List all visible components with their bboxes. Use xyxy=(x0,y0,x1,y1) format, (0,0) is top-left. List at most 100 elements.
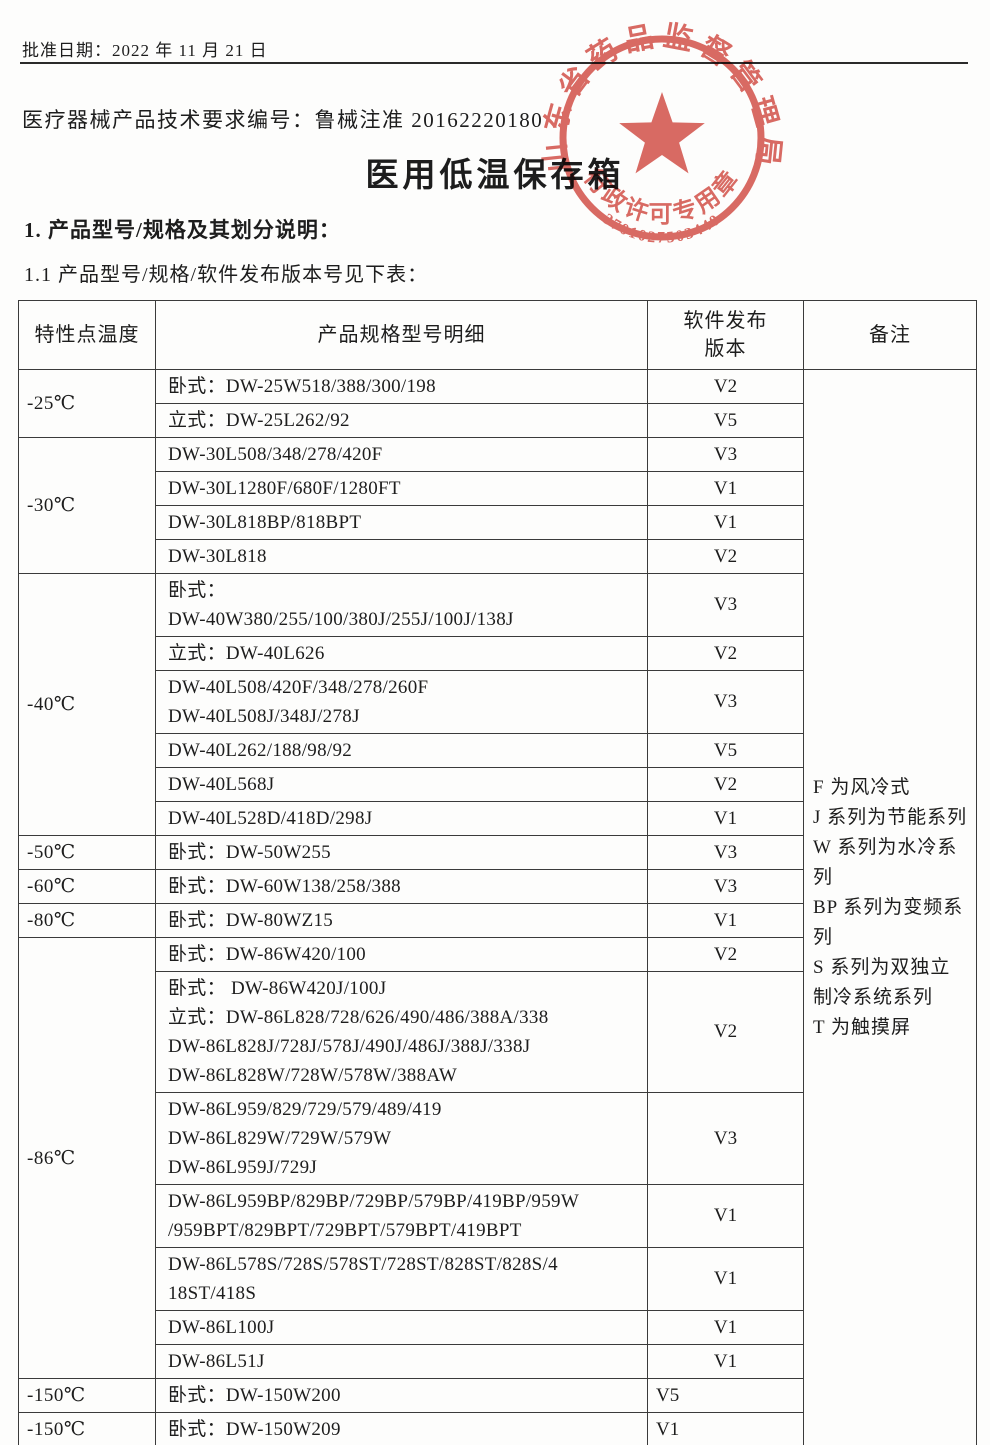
version-cell: V1 xyxy=(647,1412,804,1445)
model-cell: 卧式：DW-25W518/388/300/198 xyxy=(155,369,648,404)
version-cell: V1 xyxy=(647,1184,804,1248)
version-cell: V5 xyxy=(647,733,804,768)
model-line: DW-40L568J xyxy=(168,774,275,795)
model-cell: DW-40L508/420F/348/278/260F DW-40L508J/34… xyxy=(155,670,648,734)
version-cell: V5 xyxy=(647,1378,804,1413)
table-row: DW-86L51J V1 xyxy=(19,1344,977,1379)
model-line: DW-30L508/348/278/420F xyxy=(168,444,383,465)
model-cell: DW-86L959BP/829BP/729BP/579BP/419BP/959W… xyxy=(155,1184,648,1248)
model-line: 卧式： xyxy=(168,580,226,601)
model-cell: DW-30L818BP/818BPT xyxy=(155,505,648,540)
version-cell: V1 xyxy=(647,903,804,938)
model-line: 立式：DW-40L626 xyxy=(168,643,325,664)
remark-line: J 系列为节能系列 xyxy=(813,807,968,828)
model-cell: 立式：DW-25L262/92 xyxy=(155,403,648,438)
table-row: DW-30L1280F/680F/1280FT V1 xyxy=(19,471,977,506)
table-row: DW-86L959BP/829BP/729BP/579BP/419BP/959W… xyxy=(19,1184,977,1248)
table-row: DW-40L508/420F/348/278/260F DW-40L508J/34… xyxy=(19,670,977,734)
temperature-cell: -40℃ xyxy=(18,573,156,836)
approval-date-line: 批准日期：2022 年 11 月 21 日 xyxy=(22,41,268,60)
version-cell: V1 xyxy=(647,1310,804,1345)
header-software-version: 软件发布 版本 xyxy=(647,300,804,370)
table-row: -86℃ 卧式：DW-86W420/100 V2 xyxy=(18,937,977,1379)
version-cell: V1 xyxy=(647,801,804,836)
page-title: 医用低温保存箱 xyxy=(365,158,625,194)
table-row: DW-30L818 V2 xyxy=(19,539,977,574)
model-line: 立式：DW-86L828/728/626/490/486/388A/338 xyxy=(168,1007,549,1028)
version-cell: V2 xyxy=(647,369,804,404)
model-line: DW-40L262/188/98/92 xyxy=(168,740,353,761)
model-cell: DW-86L51J xyxy=(155,1344,648,1379)
version-cell: V1 xyxy=(647,1247,804,1311)
version-cell: V2 xyxy=(647,539,804,574)
table-row: -50℃ 卧式：DW-50W255 V3 xyxy=(18,835,977,870)
version-cell: V3 xyxy=(647,835,804,870)
header-rule xyxy=(20,62,968,64)
temperature-cell: -150℃ xyxy=(18,1378,156,1413)
model-line: DW-86L100J xyxy=(168,1317,275,1338)
model-cell: 卧式： DW-86W420J/100J 立式：DW-86L828/728/626/… xyxy=(155,971,648,1093)
model-line: 卧式：DW-80WZ15 xyxy=(168,910,334,931)
model-cell: DW-30L508/348/278/420F xyxy=(155,437,648,472)
model-line: DW-40L508J/348J/278J xyxy=(168,706,360,727)
remark-line: S 系列为双独立制冷系统系列 xyxy=(813,957,951,1008)
official-seal: 山东省药品监督管理局 行政许可专用章 3701027503440 xyxy=(538,19,779,247)
version-cell: V1 xyxy=(647,505,804,540)
header-model-detail: 产品规格型号明细 xyxy=(155,300,648,370)
table-row: DW-30L818BP/818BPT V1 xyxy=(19,505,977,540)
model-line: DW-40L528D/418D/298J xyxy=(168,808,373,829)
model-line: 18ST/418S xyxy=(168,1283,257,1304)
version-cell: V2 xyxy=(647,767,804,802)
model-line: 卧式：DW-60W138/258/388 xyxy=(168,876,401,897)
section-heading-1: 1. 产品型号/规格及其划分说明： xyxy=(24,218,341,242)
temperature-cell: -60℃ xyxy=(18,869,156,904)
version-cell: V3 xyxy=(647,1092,804,1185)
table-header-row: 特性点温度 产品规格型号明细 软件发布 版本 备注 xyxy=(18,300,977,370)
model-line: DW-86L959BP/829BP/729BP/579BP/419BP/959W xyxy=(168,1191,580,1212)
table-row: -60℃ 卧式：DW-60W138/258/388 V3 xyxy=(18,869,977,904)
table-row: 立式：DW-40L626 V2 xyxy=(19,636,977,671)
model-line: DW-86L828J/728J/578J/490J/486J/388J/338J xyxy=(168,1036,531,1057)
model-line: 卧式：DW-150W209 xyxy=(168,1419,341,1440)
model-cell: DW-40L528D/418D/298J xyxy=(155,801,648,836)
version-cell: V2 xyxy=(647,937,804,972)
version-cell: V3 xyxy=(647,869,804,904)
model-line: DW-30L1280F/680F/1280FT xyxy=(168,478,401,499)
section-heading-1-1: 1.1 产品型号/规格/软件发布版本号见下表： xyxy=(24,264,429,286)
model-cell: DW-30L1280F/680F/1280FT xyxy=(155,471,648,506)
model-cell: 卧式：DW-80WZ15 xyxy=(155,903,648,938)
model-cell: DW-86L578S/728S/578ST/728ST/828ST/828S/4… xyxy=(155,1247,648,1311)
model-cell: DW-86L100J xyxy=(155,1310,648,1345)
model-line: 卧式：DW-25W518/388/300/198 xyxy=(168,376,436,397)
model-line: 卧式：DW-86W420/100 xyxy=(168,944,366,965)
version-cell: V1 xyxy=(647,1344,804,1379)
model-line: DW-30L818BP/818BPT xyxy=(168,512,362,533)
table-row: -150℃ 卧式：DW-150W200 V5 xyxy=(18,1378,977,1413)
table-body: -25℃ 卧式：DW-25W518/388/300/198 V2 F 为风冷式 J 系列… xyxy=(18,369,977,1445)
model-line: 卧式：DW-150W200 xyxy=(168,1385,341,1406)
table-row: DW-40L262/188/98/92 V5 xyxy=(19,733,977,768)
model-line: DW-86L578S/728S/578ST/728ST/828ST/828S/4 xyxy=(168,1254,558,1275)
table-row: 立式：DW-25L262/92 V5 xyxy=(19,403,977,438)
seal-serial-number: 3701027503440 xyxy=(600,211,723,247)
version-cell: V3 xyxy=(647,670,804,734)
model-line: DW-86L959/829/729/579/489/419 xyxy=(168,1099,442,1120)
temperature-cell: -80℃ xyxy=(18,903,156,938)
model-line: DW-86L828W/728W/578W/388AW xyxy=(168,1065,458,1086)
version-cell: V2 xyxy=(647,636,804,671)
model-cell: DW-86L959/829/729/579/489/419 DW-86L829W/… xyxy=(155,1092,648,1185)
model-cell: 卧式：DW-60W138/258/388 xyxy=(155,869,648,904)
model-cell: 卧式：DW-86W420/100 xyxy=(155,937,648,972)
header-remarks: 备注 xyxy=(803,300,977,370)
model-cell: DW-30L818 xyxy=(155,539,648,574)
version-cell: V1 xyxy=(647,471,804,506)
temperature-cell: -25℃ xyxy=(18,369,156,438)
model-line: DW-86L829W/729W/579W xyxy=(168,1128,392,1149)
model-cell: DW-40L568J xyxy=(155,767,648,802)
header-temperature: 特性点温度 xyxy=(18,300,156,370)
remark-line: T 为触摸屏 xyxy=(813,1017,912,1038)
remarks-cell: F 为风冷式 J 系列为节能系列 W 系列为水冷系列 BP 系列为变频系列 S 系列为双… xyxy=(803,369,977,1445)
version-cell: V3 xyxy=(647,437,804,472)
model-line: DW-40L508/420F/348/278/260F xyxy=(168,677,429,698)
